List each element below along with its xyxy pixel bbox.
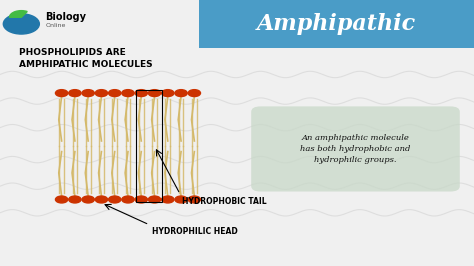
Text: Biology: Biology <box>45 12 86 22</box>
Circle shape <box>135 90 147 97</box>
Circle shape <box>109 196 121 203</box>
Circle shape <box>69 196 81 203</box>
Text: An amphipathic molecule
has both hydrophobic and
hydrophilic groups.: An amphipathic molecule has both hydroph… <box>301 134 410 164</box>
Text: Online: Online <box>46 23 66 28</box>
Circle shape <box>175 196 187 203</box>
Circle shape <box>122 90 134 97</box>
FancyBboxPatch shape <box>199 0 474 48</box>
Text: Amphipathic: Amphipathic <box>257 13 416 35</box>
Circle shape <box>162 90 174 97</box>
Text: HYDROPHOBIC TAIL: HYDROPHOBIC TAIL <box>182 197 267 206</box>
Circle shape <box>3 14 39 34</box>
Circle shape <box>95 196 108 203</box>
Circle shape <box>175 90 187 97</box>
Circle shape <box>148 90 161 97</box>
Circle shape <box>69 90 81 97</box>
Circle shape <box>109 90 121 97</box>
Circle shape <box>188 196 201 203</box>
Text: HYDROPHILIC HEAD: HYDROPHILIC HEAD <box>152 227 237 236</box>
Circle shape <box>188 90 201 97</box>
Circle shape <box>122 196 134 203</box>
Circle shape <box>82 90 94 97</box>
Circle shape <box>95 90 108 97</box>
Wedge shape <box>9 11 27 17</box>
Circle shape <box>162 196 174 203</box>
Circle shape <box>55 196 68 203</box>
Text: PHOSPHOLIPIDS ARE
AMPHIPATHIC MOLECULES: PHOSPHOLIPIDS ARE AMPHIPATHIC MOLECULES <box>19 48 153 69</box>
FancyBboxPatch shape <box>251 106 460 192</box>
Circle shape <box>135 196 147 203</box>
Circle shape <box>82 196 94 203</box>
Bar <box>136 90 162 202</box>
Circle shape <box>55 90 68 97</box>
Circle shape <box>148 196 161 203</box>
